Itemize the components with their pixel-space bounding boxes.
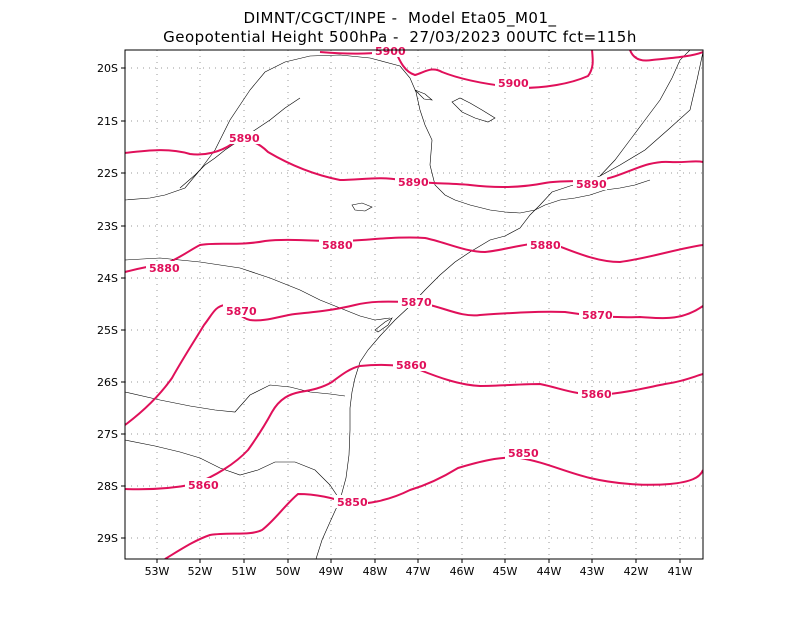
lon-label: 46W <box>450 565 475 578</box>
contour-label-5890-c: 5890 <box>576 178 607 191</box>
lat-label: 28S <box>97 480 118 493</box>
lat-label: 21S <box>97 115 118 128</box>
state-border-sp-pr <box>125 257 391 321</box>
contour-label-5890-a: 5890 <box>229 132 260 145</box>
state-border-mg-sp <box>125 54 546 214</box>
lat-labels: 20S 21S 22S 23S 24S 25S 26S 27S 28S 29S <box>97 62 118 545</box>
title-line-2: Geopotential Height 500hPa - 27/03/2023 … <box>163 28 637 46</box>
lon-label: 52W <box>188 565 213 578</box>
contour-labels: 5900 5900 5890 5890 5890 5880 5880 5880 … <box>146 44 613 509</box>
lon-label: 48W <box>363 565 388 578</box>
state-border-sc-rs <box>125 439 341 501</box>
lon-label: 43W <box>580 565 605 578</box>
lon-label: 50W <box>276 565 301 578</box>
reservoir-1 <box>451 97 496 123</box>
lat-label: 23S <box>97 220 118 233</box>
lat-label: 20S <box>97 62 118 75</box>
contour-5850 <box>164 456 703 559</box>
tick-marks <box>121 67 681 563</box>
contour-label-5870-a: 5870 <box>226 305 257 318</box>
contour-label-5870-c: 5870 <box>582 309 613 322</box>
lat-label: 27S <box>97 428 118 441</box>
reservoir-3 <box>414 89 433 101</box>
contour-label-5850-a: 5850 <box>337 496 368 509</box>
contour-label-5880-b: 5880 <box>322 239 353 252</box>
contour-label-5890-b: 5890 <box>398 176 429 189</box>
lon-label: 49W <box>319 565 344 578</box>
contour-label-5880-c: 5880 <box>530 239 561 252</box>
title-line-1: DIMNT/CGCT/INPE - Model Eta05_M01_ <box>243 9 557 27</box>
state-border-pr-sc <box>125 384 346 413</box>
coastline <box>315 51 703 559</box>
lon-label: 42W <box>624 565 649 578</box>
contour-label-5860-a: 5860 <box>396 359 427 372</box>
contour-label-5870-b: 5870 <box>401 296 432 309</box>
border-river-mg <box>179 97 301 189</box>
contour-label-5860-c: 5860 <box>188 479 219 492</box>
lon-label: 47W <box>406 565 431 578</box>
lon-label: 41W <box>668 565 693 578</box>
lon-label: 53W <box>145 565 170 578</box>
border-mg-rj-es <box>599 50 691 177</box>
lat-label: 29S <box>97 532 118 545</box>
contour-5880 <box>125 236 703 273</box>
contour-label-5900-b: 5900 <box>498 77 529 90</box>
contour-label-5880-a: 5880 <box>149 262 180 275</box>
contour-label-5860-b: 5860 <box>581 388 612 401</box>
contour-5870 <box>125 300 703 426</box>
reservoir-2 <box>351 202 373 212</box>
plot-frame <box>124 49 704 560</box>
political-borders <box>125 50 703 559</box>
lon-label: 45W <box>493 565 518 578</box>
lon-label: 44W <box>537 565 562 578</box>
border-rj <box>544 179 651 206</box>
contour-5860 <box>125 363 703 491</box>
contour-label-5900-a: 5900 <box>375 45 406 58</box>
lat-label: 22S <box>97 167 118 180</box>
contour-label-5850-b: 5850 <box>508 447 539 460</box>
lat-label: 24S <box>97 272 118 285</box>
lon-labels: 53W 52W 51W 50W 49W 48W 47W 46W 45W 44W … <box>145 565 693 578</box>
lat-label: 25S <box>97 324 118 337</box>
lat-label: 26S <box>97 376 118 389</box>
lon-label: 51W <box>232 565 257 578</box>
bay-paranagua <box>374 317 393 333</box>
